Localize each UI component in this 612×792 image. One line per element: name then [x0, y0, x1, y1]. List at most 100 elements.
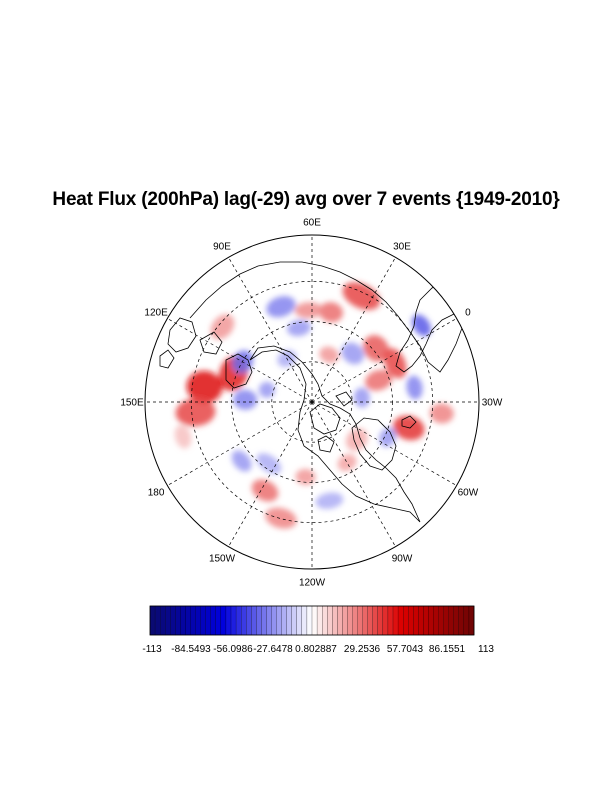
longitude-label: 60E	[303, 218, 321, 229]
colorbar-tick-label: -27.6478	[253, 644, 293, 655]
anomaly-9	[411, 314, 431, 337]
colorbar-segment	[266, 605, 272, 636]
colorbar-segment	[372, 605, 379, 636]
meridian	[311, 401, 396, 547]
meridian	[167, 318, 313, 403]
colorbar-segment	[160, 605, 166, 636]
longitude-label: 90W	[392, 553, 413, 564]
colorbar-segment	[256, 605, 262, 636]
anomaly-18	[256, 453, 282, 474]
colorbar-segment	[377, 605, 384, 636]
colorbar-segment	[301, 605, 308, 636]
coastline-arctic-islands	[309, 391, 353, 453]
colorbar-segment	[175, 605, 181, 636]
colorbar-segment	[408, 605, 414, 636]
anomaly-12	[186, 370, 223, 403]
colorbar-segment	[332, 605, 338, 636]
anomaly-28	[345, 428, 368, 451]
colorbar-segment	[357, 605, 363, 636]
colorbar-segment	[362, 605, 368, 636]
coastline-east-asia	[159, 317, 197, 369]
colorbar-segment	[195, 605, 201, 636]
colorbar-segment	[418, 605, 424, 636]
colorbar-segment	[170, 605, 176, 636]
colorbar-segment	[235, 605, 242, 636]
colorbar-segment	[200, 605, 206, 636]
colorbar-segment	[281, 605, 287, 636]
anomaly-23	[295, 468, 316, 485]
colorbar-segment	[316, 605, 323, 636]
anomaly-3	[266, 296, 296, 318]
colorbar-segment	[428, 605, 434, 636]
anomaly-8	[341, 342, 365, 365]
coastline-europe	[395, 279, 471, 373]
colorbar-labels: -113 -84.5493 -56.0986 -27.6478 0.802887 29.2…	[142, 644, 494, 655]
colorbar-frame	[149, 605, 475, 636]
colorbar-tick-label: 29.2536	[344, 644, 381, 655]
anomaly-20	[265, 507, 297, 529]
meridian	[311, 257, 396, 403]
coastline-north-america	[249, 345, 421, 523]
colorbar-segment	[453, 605, 460, 636]
longitude-labels: 60E 30E 0 30W 60W 90W 120W 150W 180 150E 120E 90E	[120, 218, 503, 589]
colorbar-segment	[185, 605, 191, 636]
anomaly-2	[294, 302, 323, 319]
colorbar	[149, 605, 475, 636]
colorbar-segment	[154, 605, 161, 636]
colorbar-segment	[205, 605, 211, 636]
meridian	[167, 401, 313, 486]
anomaly-31	[174, 424, 192, 449]
anomaly-10	[406, 375, 423, 400]
colorbar-tick-label: -84.5493	[171, 644, 211, 655]
colorbar-segment	[271, 605, 277, 636]
colorbar-segment	[190, 605, 196, 636]
colorbar-segment	[392, 605, 399, 636]
anomaly-30	[319, 346, 339, 364]
meridian	[311, 318, 457, 403]
map-boundary	[144, 234, 480, 570]
colorbar-segment	[251, 605, 257, 636]
colorbar-tick-label: -113	[142, 644, 162, 655]
colorbar-segment	[387, 605, 394, 636]
colorbar-segment	[276, 605, 282, 636]
colorbar-segment	[286, 605, 292, 636]
colorbar-segment	[463, 605, 470, 636]
colorbar-segment	[149, 605, 156, 636]
anomaly-25	[379, 427, 397, 447]
anomaly-16	[258, 381, 275, 398]
colorbar-segment	[246, 605, 252, 636]
colorbar-segment	[352, 605, 358, 636]
colorbar-segment	[210, 605, 217, 636]
longitude-label: 90E	[213, 242, 231, 253]
colorbar-segment	[382, 605, 389, 636]
meridian	[228, 257, 313, 403]
longitude-label: 30W	[482, 398, 503, 409]
colorbar-segment	[215, 605, 222, 636]
colorbar-segment	[458, 605, 465, 636]
colorbar-segment	[423, 605, 429, 636]
longitude-label: 30E	[393, 242, 411, 253]
longitude-label: 0	[465, 308, 471, 319]
colorbar-segment	[296, 605, 303, 636]
colorbar-segment	[225, 605, 232, 636]
colorbar-segment	[165, 605, 171, 636]
colorbar-segment	[327, 605, 333, 636]
anomaly-6	[383, 348, 407, 379]
coastline-greenland	[351, 417, 397, 471]
colorbar-tick-label: 86.1551	[429, 644, 466, 655]
colorbar-segment	[433, 605, 439, 636]
anomaly-7	[365, 369, 393, 391]
graticule	[145, 235, 479, 569]
anomaly-1	[319, 302, 344, 323]
colorbar-segment	[261, 605, 267, 636]
colorbar-segment	[291, 605, 298, 636]
colorbar-segment	[306, 605, 313, 636]
colorbar-segment	[322, 605, 328, 636]
longitude-label: 150W	[209, 553, 236, 564]
colorbar-segment	[347, 605, 353, 636]
colorbar-segment	[337, 605, 343, 636]
anomaly-32	[337, 454, 357, 472]
anomaly-27	[353, 387, 370, 408]
colorbar-tick-label: 0.802887	[295, 644, 337, 655]
